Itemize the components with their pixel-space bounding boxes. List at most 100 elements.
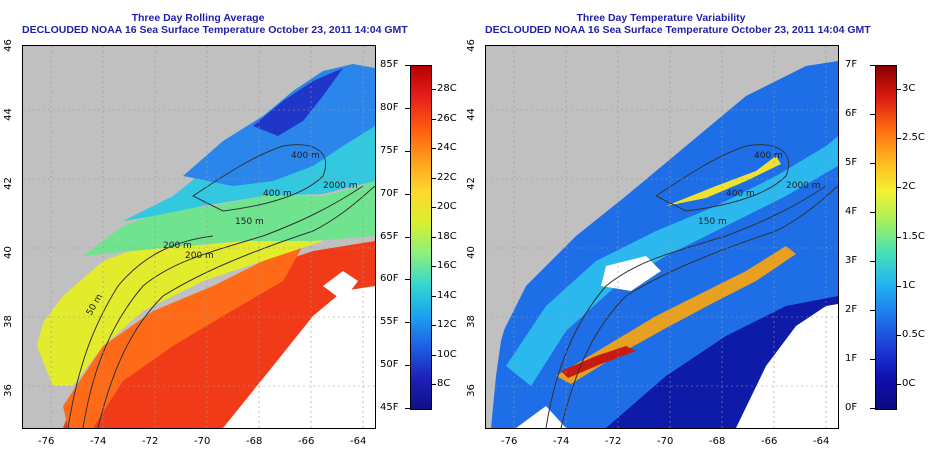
left-lon-label-72: -72: [142, 436, 159, 447]
right-contour-400m: [655, 144, 789, 212]
left-colorbar-f-tick: [405, 365, 410, 367]
right-lat-label-42: 42: [465, 177, 477, 190]
left-colorbar: [410, 65, 432, 410]
right-ocean-cyan-band: [506, 136, 838, 386]
left-colorbar-f-label: 60F: [380, 273, 399, 285]
right-lat-label-38: 38: [465, 315, 477, 328]
right-colorbar-f-tick: [870, 114, 875, 115]
left-colorbar-c-tick: [431, 118, 436, 120]
right-colorbar-f-tick: [870, 310, 875, 311]
left-colorbar-c-label: 22C: [437, 171, 457, 183]
left-colorbar-c-label: 24C: [437, 142, 457, 153]
left-colorbar-f-tick: [405, 236, 410, 238]
left-lon-label-76: -76: [38, 436, 55, 447]
left-colorbar-c-tick: [431, 354, 436, 356]
left-lon-label-68: -68: [246, 436, 263, 447]
right-colorbar-f-label: 2F: [845, 304, 858, 315]
right-colorbar: [875, 65, 897, 410]
left-contour-label-4: 200 m: [185, 251, 214, 261]
left-lon-label-70: -70: [194, 436, 211, 447]
right-contour-label-0: 400 m: [754, 151, 783, 161]
right-colorbar-c-tick: [896, 285, 901, 287]
right-colorbar-f-tick: [870, 163, 875, 164]
right-colorbar-c-label: 0.5C: [902, 328, 925, 340]
left-lon-label-66: -66: [298, 436, 315, 447]
left-lon-label-74: -74: [90, 436, 107, 447]
left-colorbar-c-tick: [431, 177, 436, 179]
left-colorbar-c-label: 12C: [437, 319, 457, 330]
left-lat-label-42: 42: [2, 177, 14, 190]
left-contour-label-3: 150 m: [235, 217, 264, 227]
left-colorbar-f-label: 50F: [380, 359, 399, 371]
right-lat-label-40: 40: [465, 246, 477, 259]
right-colorbar-c-label: 1.5C: [902, 230, 925, 242]
right-colorbar-f-label: 5F: [845, 157, 858, 168]
left-colorbar-c-label: 26C: [437, 112, 457, 124]
left-ocean-deepblue: [253, 68, 343, 136]
left-colorbar-c-tick: [431, 207, 436, 208]
right-colorbar-c-tick: [896, 89, 901, 90]
right-colorbar-c-label: 3C: [902, 83, 916, 94]
left-colorbar-f-label: 80F: [380, 101, 399, 113]
left-colorbar-f-tick: [405, 322, 410, 324]
right-colorbar-f-label: 6F: [845, 108, 858, 119]
left-colorbar-c-label: 18C: [437, 230, 457, 242]
left-lon-label-64: -64: [350, 436, 367, 447]
left-colorbar-c-tick: [431, 148, 436, 149]
right-lon-label-72: -72: [605, 436, 622, 447]
left-contour-50m: [67, 235, 214, 428]
right-colorbar-f-tick: [870, 359, 875, 360]
right-colorbar-f-label: 4F: [845, 206, 858, 217]
right-colorbar-f-tick: [870, 65, 875, 66]
right-gridlines: [486, 46, 838, 428]
right-colorbar-c-tick: [896, 187, 901, 189]
left-title-line2: DECLOUDED NOAA 16 Sea Surface Temperatur…: [22, 24, 408, 36]
right-title-line2: DECLOUDED NOAA 16 Sea Surface Temperatur…: [485, 24, 871, 36]
left-colorbar-f-label: 55F: [380, 316, 399, 328]
left-colorbar-c-label: 16C: [437, 260, 457, 271]
left-colorbar-f-tick: [405, 65, 410, 66]
right-lat-label-46: 46: [465, 39, 477, 52]
right-colorbar-f-tick: [870, 408, 875, 409]
right-contour-label-1: 2000 m: [786, 181, 821, 191]
left-colorbar-f-tick: [405, 150, 410, 152]
left-cloud-1: [223, 286, 375, 428]
right-colorbar-f-tick: [870, 212, 875, 213]
left-contour-label-0: 400 m: [291, 151, 320, 161]
right-cloud-3: [516, 406, 566, 428]
left-contour-label-6: 200 m: [163, 241, 192, 251]
left-lat-label-40: 40: [2, 246, 14, 259]
left-colorbar-c-label: 20C: [437, 201, 457, 212]
left-colorbar-c-tick: [431, 89, 436, 90]
right-colorbar-f-label: 7F: [845, 59, 858, 70]
right-lon-label-64: -64: [813, 436, 830, 447]
left-ocean-green: [83, 176, 375, 256]
right-lat-label-36: 36: [465, 384, 477, 397]
right-contour-label-2: 400 m: [726, 189, 755, 199]
left-colorbar-c-label: 28C: [437, 83, 457, 94]
left-sst-map: 400 m 2000 m 400 m 150 m 200 m 50 m 200 …: [22, 45, 376, 429]
right-colorbar-c-tick: [896, 384, 901, 385]
right-title-line1: Three Day Temperature Variability: [576, 12, 746, 24]
right-contour-2000m: [560, 185, 838, 428]
left-colorbar-c-label: 14C: [437, 289, 457, 301]
left-ocean-yellow: [33, 236, 323, 386]
right-colorbar-f-tick: [870, 261, 875, 262]
left-contour-400m: [192, 144, 326, 212]
left-colorbar-f-tick: [405, 408, 410, 409]
left-colorbar-f-label: 45F: [380, 402, 399, 413]
left-lat-label-36: 36: [2, 384, 14, 397]
right-lon-label-66: -66: [761, 436, 778, 447]
left-title-line1: Three Day Rolling Average: [131, 12, 265, 24]
left-cloud-2: [323, 271, 358, 301]
left-colorbar-c-tick: [431, 295, 436, 297]
right-cloud-1: [736, 304, 838, 428]
left-gridlines: [23, 46, 375, 428]
left-map-graphic: 400 m 2000 m 400 m 150 m 200 m 50 m 200 …: [23, 46, 375, 428]
left-colorbar-c-tick: [431, 236, 436, 238]
right-contour-label-3: 150 m: [698, 217, 727, 227]
left-colorbar-c-label: 8C: [437, 378, 451, 389]
right-cloud-2: [601, 256, 661, 291]
left-colorbar-c-tick: [431, 325, 436, 326]
right-lon-label-68: -68: [709, 436, 726, 447]
